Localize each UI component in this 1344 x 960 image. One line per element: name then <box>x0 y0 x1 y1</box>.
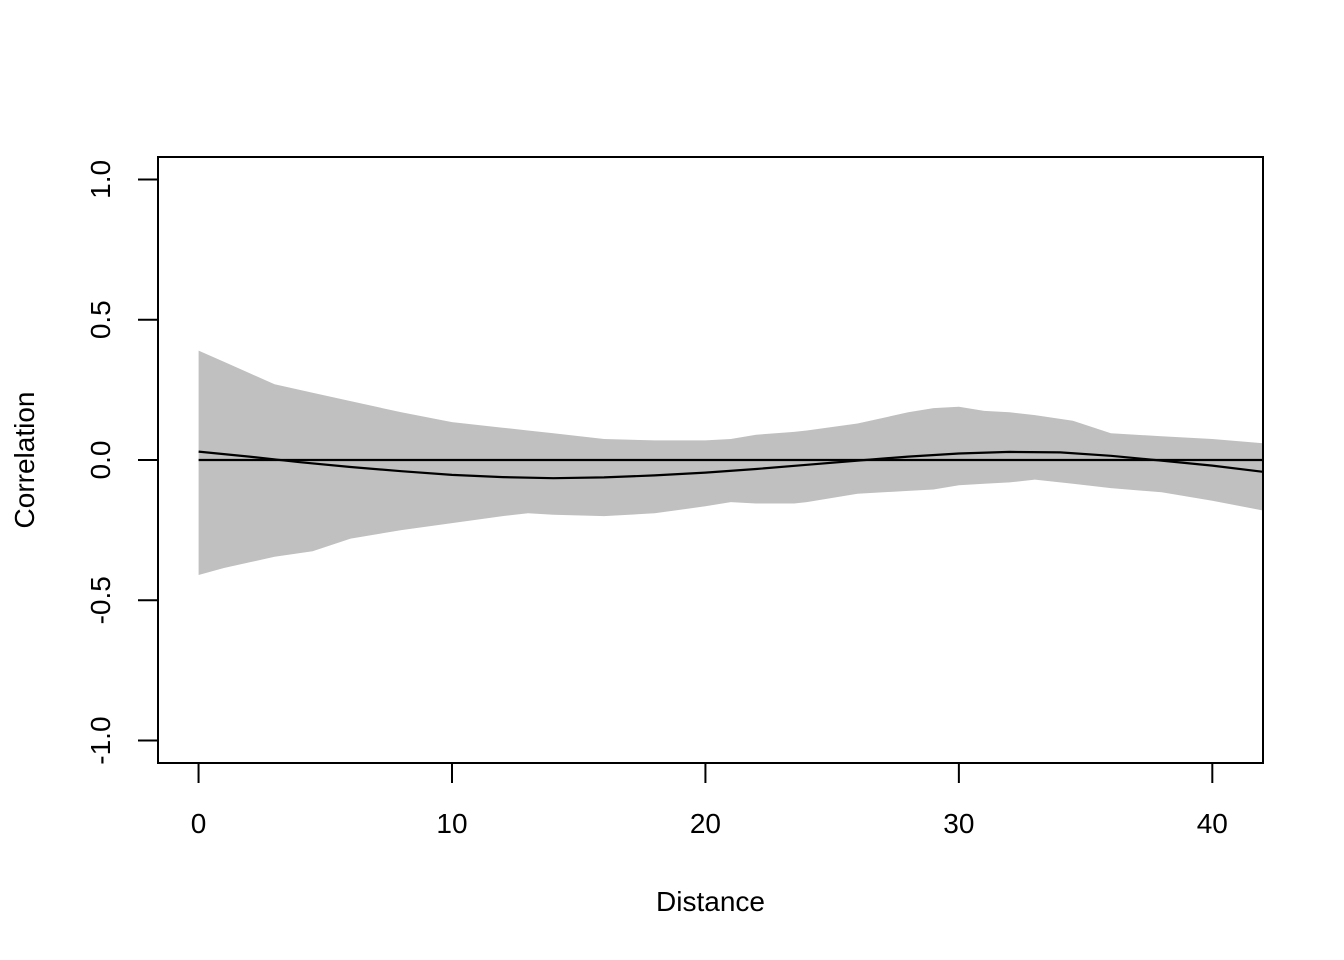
x-axis: 0 10 20 30 40 <box>191 762 1228 839</box>
x-tick-label: 10 <box>436 808 467 839</box>
y-axis: -1.0 -0.5 0.0 0.5 1.0 <box>85 160 159 765</box>
y-tick-label: -0.5 <box>85 576 116 624</box>
x-tick-label: 40 <box>1197 808 1228 839</box>
y-tick-label: -1.0 <box>85 716 116 764</box>
confidence-band <box>198 350 1264 575</box>
series-line-layer <box>198 450 1264 480</box>
correlation-curve <box>198 450 1264 480</box>
y-axis-title: Correlation <box>9 392 40 529</box>
x-tick-label: 0 <box>191 808 207 839</box>
x-axis-title: Distance <box>656 886 765 917</box>
x-tick-label: 30 <box>943 808 974 839</box>
y-tick-label: 0.0 <box>85 441 116 480</box>
y-tick-label: 1.0 <box>85 160 116 199</box>
y-tick-label: 0.5 <box>85 300 116 339</box>
confidence-band-layer <box>198 350 1264 575</box>
x-tick-label: 20 <box>690 808 721 839</box>
